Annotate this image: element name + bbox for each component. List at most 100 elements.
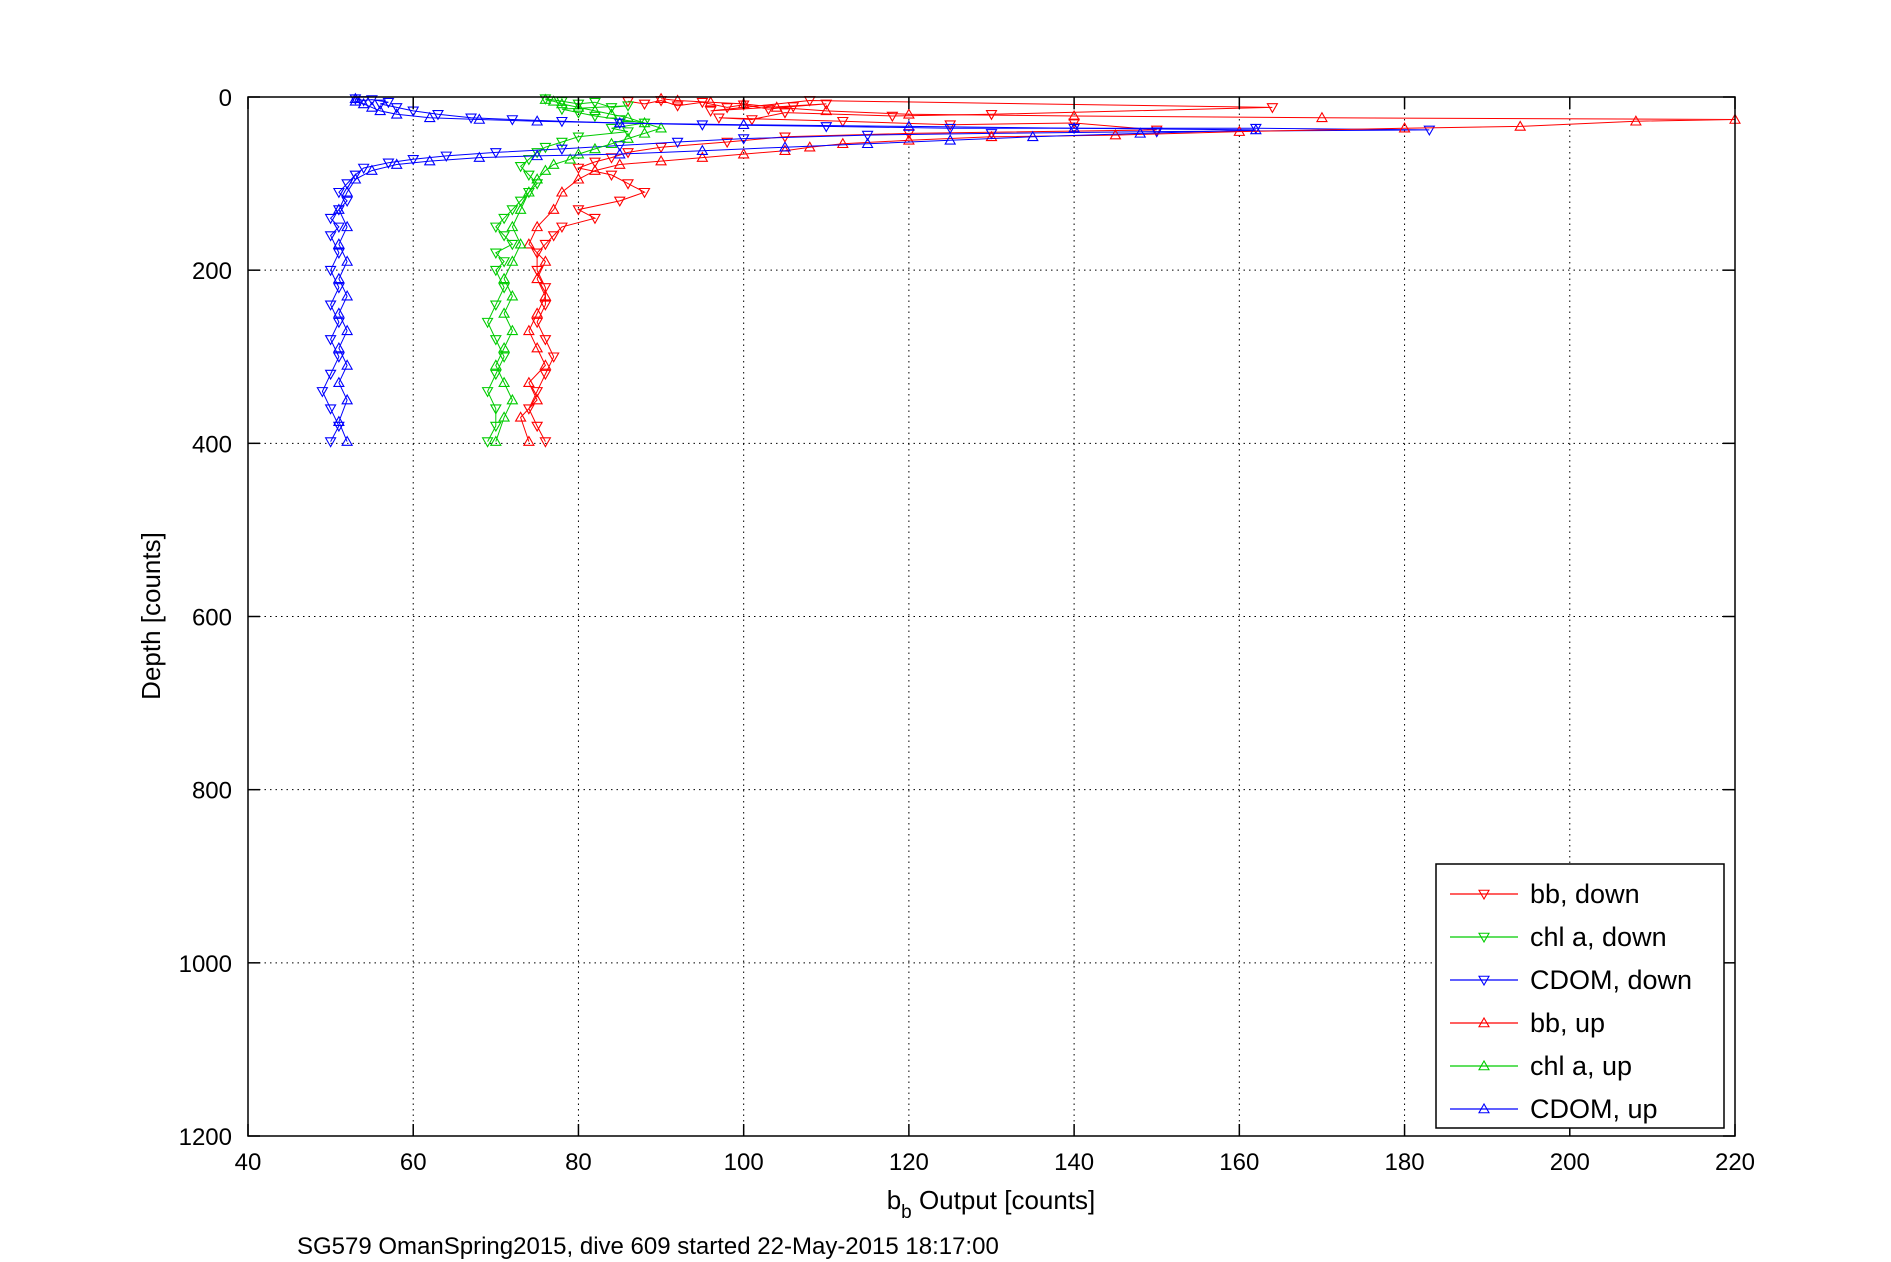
series-4-point-19 [572,148,585,159]
series-1-point-23 [506,205,519,216]
series-3-point-40 [655,92,668,104]
series-0-point-28 [589,157,601,169]
series-3-point-19 [696,151,709,162]
series-5-point-38 [365,101,378,112]
series-2-point-21 [737,134,750,145]
series-4-point-10 [506,255,519,266]
series-1-point-34 [489,335,502,346]
series-1-point-16 [531,148,544,159]
series-0-point-49 [531,421,544,433]
series-1-point-36 [489,369,502,381]
series-3-point-13 [547,203,560,214]
series-2-point-46 [316,387,329,398]
series-4-point-25 [638,116,651,128]
series-4-point-4 [489,359,502,370]
series-3-point-32 [1315,111,1328,123]
series-3-point-28 [1398,122,1411,133]
series-1-point-30 [489,265,502,277]
series-4-point-18 [564,153,577,164]
series-1-point-33 [481,317,494,329]
series-5-point-39 [357,97,370,109]
series-4-point-3 [498,376,511,388]
x-axis-label-subscript: b [901,1202,912,1223]
x-axis-label: bb Output [counts] [887,1185,1096,1223]
series-4-point-29 [572,101,585,112]
series-3-point-0 [522,435,535,446]
series-5-point-2 [341,393,354,405]
series-4-line [495,99,663,442]
series-0-point-14 [886,111,899,123]
series-2-point-44 [332,352,345,363]
series-3-point-16 [589,164,601,175]
series-5-point-37 [374,104,387,116]
x-tick-label-220: 220 [1715,1149,1755,1176]
series-2-point-13 [820,122,833,133]
series-5-point-41 [349,92,362,104]
series-2-point-35 [324,213,337,225]
legend-label-5: CDOM, up [1530,1094,1658,1124]
series-1-point-18 [514,161,527,173]
series-1-point-5 [622,101,634,112]
series-5-point-33 [531,115,544,126]
series-3-point-34 [902,108,915,119]
series-2-point-29 [357,163,370,175]
series-1-point-27 [506,239,519,251]
series-1-point-4 [605,103,618,114]
series-0-line [528,99,1273,442]
series-2-point-2 [365,95,378,106]
caption: SG579 OmanSpring2015, dive 609 started 2… [297,1233,999,1260]
series-4-point-8 [506,290,519,301]
series-3-point-6 [522,324,535,336]
series-2-point-19 [985,129,998,140]
series-4-point-7 [498,307,511,318]
series-5-point-30 [902,120,915,131]
series-2-point-33 [341,196,354,208]
series-5-point-22 [696,144,709,155]
series-3-point-29 [1514,120,1527,131]
series-2-point-41 [324,300,337,311]
series-2-point-31 [341,179,354,190]
series-3-point-24 [902,134,915,145]
series-4-point-12 [506,220,519,232]
series-0-point-38 [539,239,552,251]
legend-swatch-marker-1 [1478,932,1490,944]
series-0-point-35 [589,213,601,225]
series-1-point-12 [622,127,634,138]
series-3-point-21 [779,144,791,155]
series-1-point-21 [522,187,535,199]
series-0-point-24 [721,137,734,149]
series-2-point-4 [374,99,387,111]
series-2-point-37 [324,231,337,242]
series-2-point-32 [332,187,345,199]
series-1-point-13 [572,132,585,143]
series-5-point-31 [737,118,750,130]
series-0-point-48 [522,404,535,415]
series-0-point-26 [622,148,634,159]
series-5-point-3 [332,376,345,388]
series-2-point-3 [382,97,395,109]
series-3-point-4 [539,359,552,370]
series-3-point-35 [820,104,833,116]
series-1-point-6 [555,104,568,116]
y-tick-label-1200: 1200 [179,1124,232,1151]
series-3-point-2 [531,393,544,405]
series-4-point-30 [555,97,568,109]
series-3-point-39 [671,94,684,105]
legend-label-0: bb, down [1530,879,1640,909]
series-5-point-24 [861,137,874,149]
series-0-point-36 [555,222,568,233]
series-5-point-16 [365,164,378,175]
series-5-point-9 [332,272,345,284]
series-2-point-24 [555,144,568,156]
series-2-point-0 [349,94,362,105]
series-5-point-27 [1134,127,1147,138]
series-1-point-39 [489,421,502,433]
series-2-point-43 [324,335,337,346]
series-4-point-2 [506,393,519,405]
series-3-point-5 [531,341,544,353]
series-0-point-34 [572,205,585,216]
series-1-point-15 [539,142,552,154]
series-5-point-14 [341,186,354,197]
x-tick-label-180: 180 [1385,1149,1425,1176]
